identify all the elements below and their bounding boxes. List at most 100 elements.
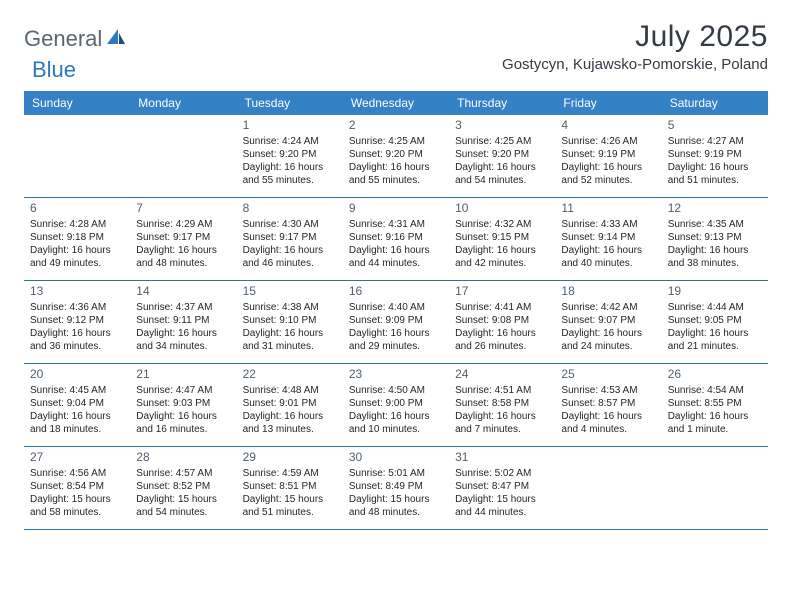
weekday-saturday: Saturday [662,91,768,115]
day-number: 13 [30,284,124,300]
sunrise-text: Sunrise: 4:41 AM [455,301,549,314]
sunset-text: Sunset: 9:07 PM [561,314,655,327]
calendar-day-cell: 9Sunrise: 4:31 AMSunset: 9:16 PMDaylight… [343,198,449,280]
sunrise-text: Sunrise: 4:30 AM [243,218,337,231]
calendar-day-cell: 17Sunrise: 4:41 AMSunset: 9:08 PMDayligh… [449,281,555,363]
sunset-text: Sunset: 9:18 PM [30,231,124,244]
sunset-text: Sunset: 9:16 PM [349,231,443,244]
sunset-text: Sunset: 8:54 PM [30,480,124,493]
calendar-day-cell: 31Sunrise: 5:02 AMSunset: 8:47 PMDayligh… [449,447,555,529]
sunset-text: Sunset: 9:03 PM [136,397,230,410]
sunrise-text: Sunrise: 4:40 AM [349,301,443,314]
day-number: 11 [561,201,655,217]
daylight-text: Daylight: 16 hours and 31 minutes. [243,327,337,353]
calendar-day-cell: 6Sunrise: 4:28 AMSunset: 9:18 PMDaylight… [24,198,130,280]
weekday-monday: Monday [130,91,236,115]
sunset-text: Sunset: 9:08 PM [455,314,549,327]
calendar-day-cell: 23Sunrise: 4:50 AMSunset: 9:00 PMDayligh… [343,364,449,446]
calendar-week-row: 13Sunrise: 4:36 AMSunset: 9:12 PMDayligh… [24,281,768,364]
sunset-text: Sunset: 9:15 PM [455,231,549,244]
calendar-week-row: 20Sunrise: 4:45 AMSunset: 9:04 PM Dayligh… [24,364,768,447]
sunset-text: Sunset: 9:20 PM [455,148,549,161]
day-number: 28 [136,450,230,466]
sunrise-text: Sunrise: 4:35 AM [668,218,762,231]
daylight-text: Daylight: 16 hours and 51 minutes. [668,161,762,187]
sunrise-text: Sunrise: 4:47 AM [136,384,230,397]
sunrise-text: Sunrise: 4:37 AM [136,301,230,314]
sunrise-text: Sunrise: 4:44 AM [668,301,762,314]
calendar-day-cell: 3Sunrise: 4:25 AMSunset: 9:20 PMDaylight… [449,115,555,197]
day-number: 24 [455,367,549,383]
sunrise-text: Sunrise: 4:53 AM [561,384,655,397]
day-number: 10 [455,201,549,217]
calendar-day-cell: 10Sunrise: 4:32 AMSunset: 9:15 PMDayligh… [449,198,555,280]
sunrise-text: Sunrise: 4:28 AM [30,218,124,231]
daylight-text: Daylight: 16 hours and 42 minutes. [455,244,549,270]
day-number: 19 [668,284,762,300]
calendar-day-cell: 16Sunrise: 4:40 AMSunset: 9:09 PMDayligh… [343,281,449,363]
calendar-day-cell [555,447,661,529]
sunset-text: Sunset: 8:51 PM [243,480,337,493]
calendar-day-cell [130,115,236,197]
sunset-text: Sunset: 9:17 PM [136,231,230,244]
calendar-day-cell: 25Sunrise: 4:53 AMSunset: 8:57 PMDayligh… [555,364,661,446]
calendar-day-cell: 13Sunrise: 4:36 AMSunset: 9:12 PMDayligh… [24,281,130,363]
logo-text-general: General [24,26,102,52]
day-number: 27 [30,450,124,466]
sunrise-text: Sunrise: 4:26 AM [561,135,655,148]
daylight-text: Daylight: 16 hours and 36 minutes. [30,327,124,353]
day-number: 2 [349,118,443,134]
sunrise-text: Sunrise: 4:25 AM [349,135,443,148]
calendar-page: General July 2025 Gostycyn, Kujawsko-Pom… [0,0,792,550]
calendar-day-cell: 11Sunrise: 4:33 AMSunset: 9:14 PMDayligh… [555,198,661,280]
daylight-text: Daylight: 16 hours and 55 minutes. [243,161,337,187]
sunset-text: Sunset: 9:13 PM [668,231,762,244]
sunset-text: Sunset: 9:20 PM [243,148,337,161]
day-number: 5 [668,118,762,134]
daylight-text: Daylight: 16 hours and 34 minutes. [136,327,230,353]
daylight-text: Daylight: 16 hours and 13 minutes. [243,410,337,436]
sunrise-text: Sunrise: 4:56 AM [30,467,124,480]
sunset-text: Sunset: 9:01 PM [243,397,337,410]
sunset-text: Sunset: 9:17 PM [243,231,337,244]
day-number: 20 [30,367,124,383]
daylight-text: Daylight: 16 hours and 54 minutes. [455,161,549,187]
sunset-text: Sunset: 8:57 PM [561,397,655,410]
calendar-day-cell: 27Sunrise: 4:56 AMSunset: 8:54 PMDayligh… [24,447,130,529]
sunrise-text: Sunrise: 4:32 AM [455,218,549,231]
sunrise-text: Sunrise: 4:31 AM [349,218,443,231]
sunset-text: Sunset: 8:55 PM [668,397,762,410]
calendar-day-cell: 30Sunrise: 5:01 AMSunset: 8:49 PMDayligh… [343,447,449,529]
day-number: 1 [243,118,337,134]
sunset-text: Sunset: 8:49 PM [349,480,443,493]
sunrise-text: Sunrise: 4:48 AM [243,384,337,397]
sunrise-text: Sunrise: 4:27 AM [668,135,762,148]
daylight-text: Daylight: 16 hours and 49 minutes. [30,244,124,270]
calendar-day-cell: 24Sunrise: 4:51 AMSunset: 8:58 PMDayligh… [449,364,555,446]
sunrise-text: Sunrise: 4:50 AM [349,384,443,397]
sunset-text: Sunset: 9:04 PM [30,397,124,410]
sunrise-text: Sunrise: 4:33 AM [561,218,655,231]
calendar-day-cell: 29Sunrise: 4:59 AMSunset: 8:51 PMDayligh… [237,447,343,529]
calendar-week-row: 1Sunrise: 4:24 AMSunset: 9:20 PMDaylight… [24,115,768,198]
calendar-week-row: 6Sunrise: 4:28 AMSunset: 9:18 PMDaylight… [24,198,768,281]
daylight-text: Daylight: 16 hours and 48 minutes. [136,244,230,270]
sunset-text: Sunset: 8:52 PM [136,480,230,493]
sunset-text: Sunset: 9:05 PM [668,314,762,327]
day-number: 22 [243,367,337,383]
day-number: 17 [455,284,549,300]
day-number: 23 [349,367,443,383]
day-number: 4 [561,118,655,134]
daylight-text: Daylight: 16 hours and 16 minutes. [136,410,230,436]
sunrise-text: Sunrise: 5:02 AM [455,467,549,480]
calendar-week-row: 27Sunrise: 4:56 AMSunset: 8:54 PM Dayligh… [24,447,768,530]
daylight-text: Daylight: 16 hours and 10 minutes. [349,410,443,436]
daylight-text: Daylight: 16 hours and 21 minutes. [668,327,762,353]
weekday-friday: Friday [555,91,661,115]
calendar-day-cell: 14Sunrise: 4:37 AMSunset: 9:11 PMDayligh… [130,281,236,363]
sunset-text: Sunset: 9:14 PM [561,231,655,244]
sunset-text: Sunset: 9:19 PM [561,148,655,161]
sunrise-text: Sunrise: 4:45 AM [30,384,124,397]
daylight-text: Daylight: 15 hours and 54 minutes. [136,493,230,519]
sunrise-text: Sunrise: 4:57 AM [136,467,230,480]
